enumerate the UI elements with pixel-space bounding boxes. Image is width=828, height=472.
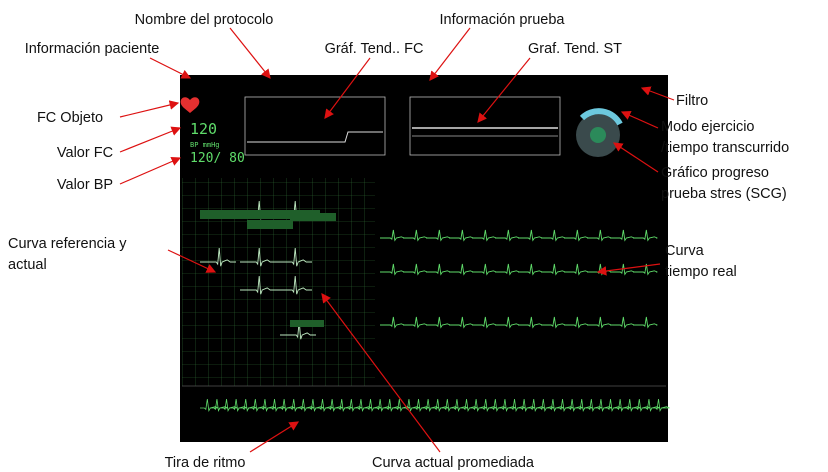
callout-arrow [596,263,661,276]
reference-grid [182,178,375,386]
callout-arrow [640,86,675,101]
hr-trend-box [244,96,386,156]
callout-label: Información paciente [25,41,160,57]
callout-arrow [324,57,371,119]
callout-label: actual [8,257,47,273]
callout-label: Filtro [676,93,708,109]
st-trend-box [409,96,561,156]
callout-arrow [149,57,192,79]
callout-label: Información prueba [440,12,566,28]
ecg-wave [380,229,658,242]
callout-arrow [119,156,182,185]
callout-label: FC Objeto [37,110,103,126]
callout-arrow [229,27,271,79]
callout-arrow [620,111,659,129]
callout-label: Tira de ritmo [165,455,246,471]
hr-trend-line [247,131,383,143]
scg-progress [579,108,623,126]
callout-label: Curva actual promediada [372,455,535,471]
hr-value: 120 [190,120,217,138]
callout-arrow [477,57,531,123]
callout-label: Valor FC [57,145,113,161]
label-tag [290,320,324,327]
callout-label: Modo ejercicio [661,119,755,135]
scg-center [590,127,606,143]
label-tag [200,210,320,219]
bp-label: BP mmHg [190,141,220,149]
callout-arrow [119,100,180,118]
callout-label: tiempo real [665,264,737,280]
ecg-wave [200,247,236,267]
callout-label: Curva referencia y [8,236,127,252]
callout-label: prueba stres (SCG) [661,186,787,202]
callout-label: /tiempo transcurrido [661,140,789,156]
label-tag [290,213,336,221]
ecg-wave [200,398,670,412]
ecg-wave [240,275,312,295]
waveforms [200,200,670,412]
callout-label: Curva [665,243,705,259]
heart-icon [180,97,200,113]
callout-label: Nombre del protocolo [135,12,274,28]
ecg-wave [380,316,658,329]
callout-arrow [167,249,217,273]
callout-label: Graf. Tend. ST [528,41,622,57]
ecg-wave [280,320,316,340]
bp-value: 120/ 80 [190,151,245,166]
callout-label: Gráf. Tend.. FC [325,41,424,57]
callout-arrow [119,126,182,153]
callout-label: Gráfico progreso [661,165,769,181]
callout-label: Valor BP [57,177,113,193]
callout-arrow [612,142,659,173]
callout-arrow [429,27,471,81]
callout-arrow [321,293,441,453]
annotations: Nombre del protocolo Información prueba In… [8,12,789,471]
ecg-wave [380,263,658,276]
label-tag [247,220,293,229]
ecg-wave [240,247,312,267]
callout-arrow [249,421,300,453]
